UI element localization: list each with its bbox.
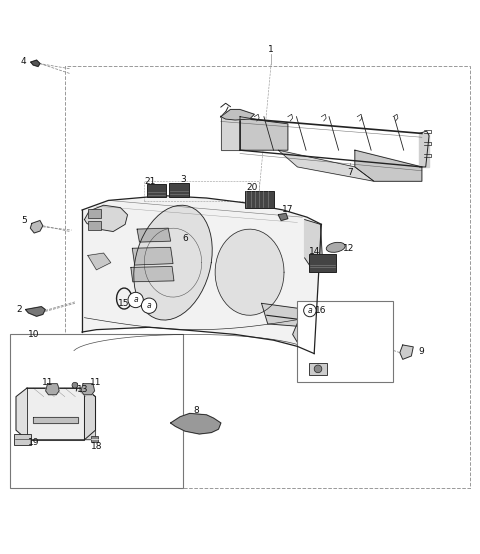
Polygon shape [420, 134, 429, 167]
Text: 4: 4 [21, 57, 26, 66]
Text: 17: 17 [282, 205, 294, 214]
Text: 10: 10 [27, 330, 39, 339]
Text: 7: 7 [347, 168, 353, 177]
Text: 13: 13 [77, 385, 89, 394]
Polygon shape [305, 219, 323, 272]
Bar [88, 222, 101, 230]
Polygon shape [293, 306, 317, 346]
Bar [310, 363, 326, 375]
Ellipse shape [326, 242, 345, 252]
Text: 15: 15 [118, 299, 129, 309]
Bar [91, 437, 98, 442]
Polygon shape [278, 150, 374, 181]
Polygon shape [262, 304, 311, 327]
Polygon shape [84, 205, 128, 232]
Bar [298, 301, 393, 382]
Polygon shape [82, 196, 322, 353]
Polygon shape [88, 253, 111, 270]
Polygon shape [25, 307, 45, 316]
Text: 9: 9 [418, 347, 424, 356]
Bar [88, 208, 101, 218]
Text: 11: 11 [90, 378, 101, 387]
Bar [14, 434, 31, 444]
Text: 11: 11 [42, 378, 53, 387]
Polygon shape [33, 417, 78, 423]
Polygon shape [46, 384, 59, 395]
Bar [10, 335, 182, 488]
Polygon shape [240, 117, 288, 150]
Polygon shape [400, 345, 413, 360]
Text: a: a [133, 295, 138, 305]
Circle shape [304, 304, 316, 317]
Polygon shape [16, 388, 96, 440]
Text: 1: 1 [268, 45, 274, 54]
Bar [147, 184, 166, 197]
Bar [245, 191, 274, 208]
Polygon shape [30, 220, 43, 233]
Polygon shape [137, 228, 170, 242]
Text: 6: 6 [182, 234, 188, 243]
Text: 2: 2 [16, 305, 22, 314]
Text: 8: 8 [193, 406, 199, 414]
Bar [169, 183, 189, 197]
Polygon shape [278, 213, 288, 220]
Polygon shape [81, 384, 95, 395]
Text: 12: 12 [343, 244, 355, 253]
Circle shape [314, 365, 322, 373]
Polygon shape [132, 247, 173, 265]
Text: 16: 16 [315, 306, 326, 315]
Text: 14: 14 [309, 247, 320, 256]
Circle shape [142, 298, 157, 314]
Polygon shape [355, 150, 422, 181]
Text: 21: 21 [144, 177, 156, 186]
Bar [65, 66, 470, 488]
Text: 3: 3 [180, 176, 186, 184]
Text: 19: 19 [27, 438, 39, 447]
Text: a: a [308, 306, 312, 315]
Bar [310, 254, 336, 272]
Circle shape [72, 382, 78, 388]
Polygon shape [84, 388, 96, 440]
Polygon shape [170, 413, 221, 434]
Polygon shape [131, 266, 174, 282]
Circle shape [128, 293, 144, 307]
Polygon shape [221, 117, 240, 150]
Text: a: a [147, 301, 151, 310]
Polygon shape [221, 110, 254, 120]
Polygon shape [134, 205, 212, 320]
Text: 5: 5 [21, 216, 26, 225]
Polygon shape [215, 229, 284, 315]
Polygon shape [27, 388, 84, 440]
Text: 18: 18 [91, 443, 102, 452]
Text: 20: 20 [246, 182, 258, 192]
Polygon shape [31, 60, 40, 66]
